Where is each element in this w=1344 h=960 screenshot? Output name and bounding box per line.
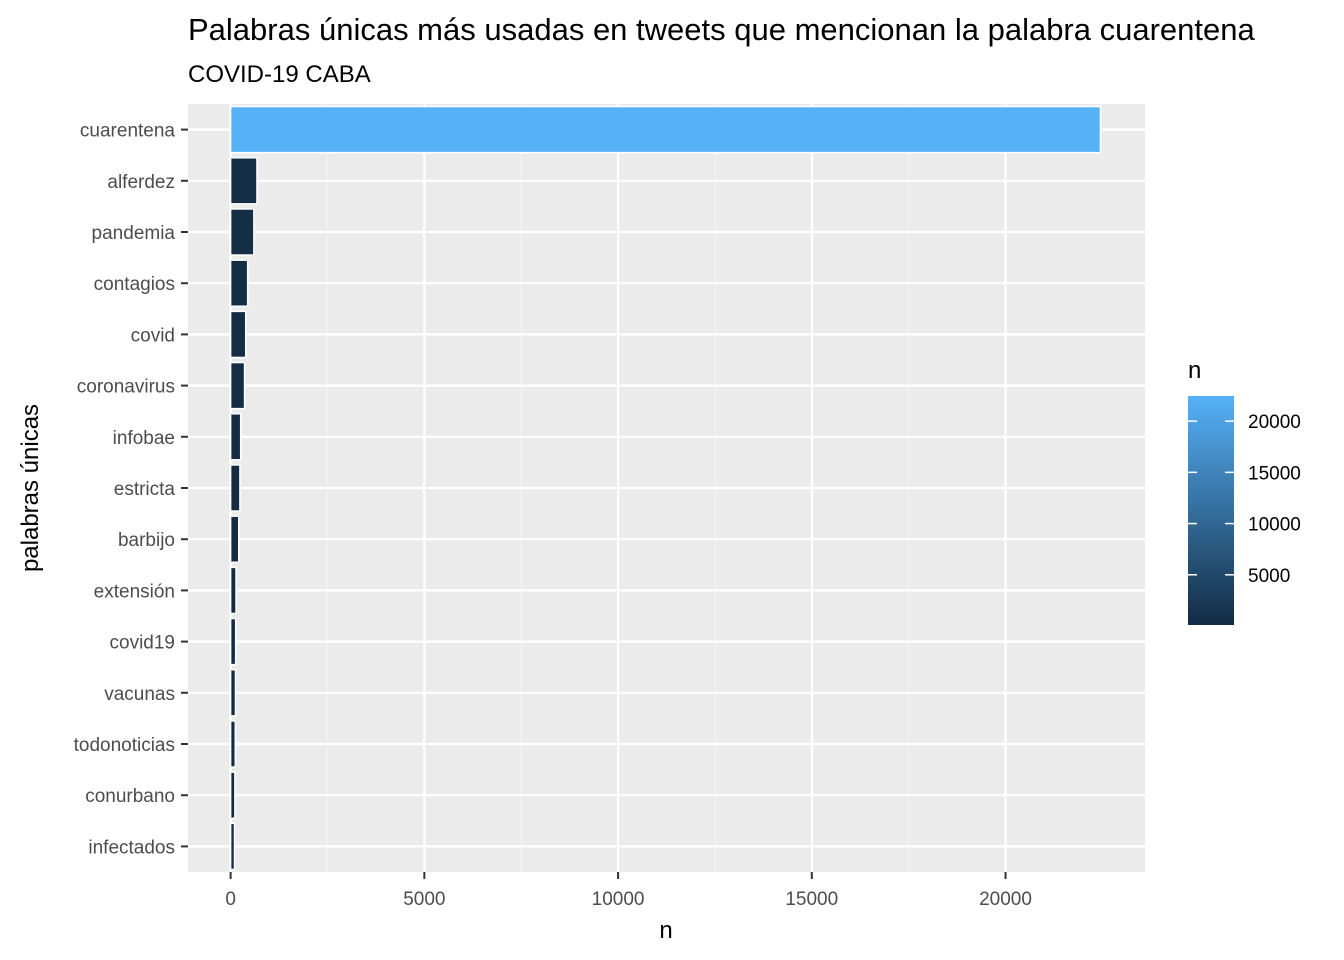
legend-ticks: 5000 10000 15000 20000 bbox=[1188, 412, 1301, 587]
y-tick-label: estricta bbox=[114, 479, 176, 500]
y-axis-title: palabras únicas bbox=[17, 404, 44, 572]
bar-covid bbox=[229, 310, 247, 359]
bar-alferdez bbox=[229, 157, 258, 205]
x-tick-label: 0 bbox=[225, 889, 236, 910]
bar-estricta bbox=[229, 464, 241, 512]
x-axis: 0 5000 10000 15000 20000 bbox=[225, 872, 1032, 910]
y-tick-label: barbijo bbox=[118, 530, 175, 551]
bar-todonoticias bbox=[229, 720, 237, 768]
y-tick-label: cuarentena bbox=[80, 121, 176, 142]
bar-infobae bbox=[229, 413, 242, 461]
legend: n 5000 10000 15000 20000 bbox=[1188, 357, 1301, 625]
y-tick-label: contagios bbox=[94, 274, 175, 295]
y-tick-label: infectados bbox=[88, 837, 175, 858]
y-tick-label: vacunas bbox=[104, 684, 175, 705]
legend-title: n bbox=[1188, 357, 1201, 384]
bar-covid19 bbox=[229, 617, 237, 666]
x-tick-label: 10000 bbox=[592, 889, 645, 910]
y-tick-label: infobae bbox=[113, 428, 175, 449]
x-tick-label: 15000 bbox=[785, 889, 838, 910]
y-tick-label: alferdez bbox=[107, 172, 175, 193]
legend-tick-label: 20000 bbox=[1248, 412, 1301, 433]
bar-contagios bbox=[229, 259, 249, 307]
y-tick-label: covid bbox=[131, 325, 175, 346]
bar-coronavirus bbox=[229, 361, 246, 410]
legend-tick-label: 5000 bbox=[1248, 566, 1290, 587]
y-axis: cuarentena alferdez pandemia contagios covid… bbox=[74, 121, 188, 858]
bars bbox=[229, 105, 1102, 871]
y-tick-label: coronavirus bbox=[77, 377, 175, 398]
bar-conurbano bbox=[229, 771, 236, 819]
y-tick-label: conurbano bbox=[85, 786, 175, 807]
y-tick-label: covid19 bbox=[110, 633, 176, 654]
y-tick-label: todonoticias bbox=[74, 735, 175, 756]
bar-cuarentena bbox=[229, 105, 1102, 154]
bar-infectados bbox=[229, 822, 236, 871]
legend-tick-label: 15000 bbox=[1248, 463, 1301, 484]
chart-title: Palabras únicas más usadas en tweets que… bbox=[188, 12, 1255, 47]
bar-extensión bbox=[229, 566, 237, 615]
x-tick-label: 5000 bbox=[403, 889, 445, 910]
legend-tick-label: 10000 bbox=[1248, 515, 1301, 536]
bar-pandemia bbox=[229, 208, 255, 256]
y-tick-label: pandemia bbox=[92, 223, 176, 244]
bar-vacunas bbox=[229, 669, 237, 717]
legend-colorbar bbox=[1188, 396, 1234, 625]
x-axis-title: n bbox=[659, 917, 672, 944]
bar-barbijo bbox=[229, 515, 240, 563]
chart-subtitle: COVID-19 CABA bbox=[188, 61, 371, 88]
x-tick-label: 20000 bbox=[979, 889, 1032, 910]
y-tick-label: extensión bbox=[94, 581, 175, 602]
